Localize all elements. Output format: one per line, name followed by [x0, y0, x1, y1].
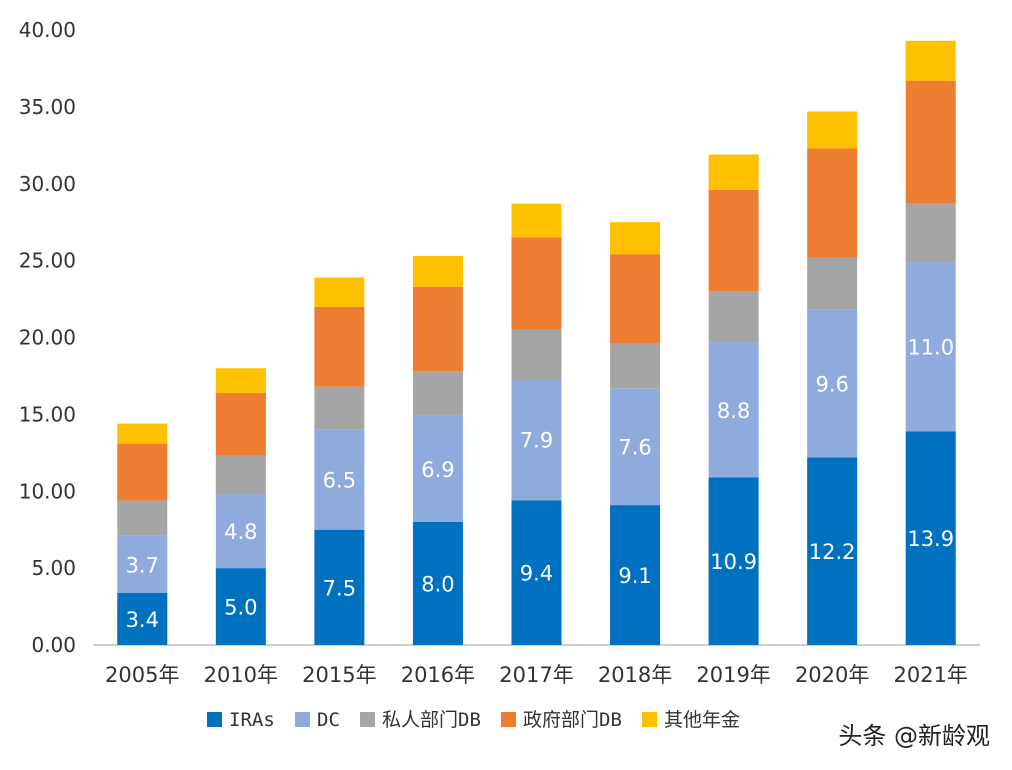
- bar-segment: [610, 505, 661, 645]
- data-label: 3.7: [126, 553, 159, 577]
- bar-segment: [708, 477, 759, 645]
- bar-segment: [412, 256, 463, 287]
- data-label: 8.0: [421, 573, 454, 597]
- bar-segment: [610, 388, 661, 506]
- data-label: 11.0: [907, 336, 954, 360]
- bar-segment: [412, 415, 463, 522]
- data-label: 9.4: [520, 562, 553, 586]
- legend-label: 其他年金: [664, 709, 740, 731]
- x-axis: 2005年 2010年 2015年 2016年 2017年 2018年 2019年 2020年…: [93, 644, 980, 687]
- bar-segment: [215, 392, 266, 456]
- data-label: 3.4: [126, 608, 159, 632]
- watermark: 头条 @新龄观: [838, 722, 990, 750]
- data-label: 9.6: [815, 373, 848, 397]
- legend-label: DC: [317, 709, 340, 731]
- bar-segment: [905, 40, 956, 81]
- bar-segment: [511, 500, 562, 645]
- bar-segment: [807, 148, 858, 258]
- bar-segment: [117, 592, 168, 645]
- bar-segment: [807, 457, 858, 645]
- bar-segment: [708, 291, 759, 343]
- data-label: 9.1: [618, 564, 651, 588]
- y-tick-label: 0.00: [31, 633, 76, 657]
- legend-swatch: [295, 712, 310, 727]
- bar-segment: [807, 257, 858, 310]
- y-tick-label: 10.00: [19, 479, 76, 503]
- x-tick-label: 2021年: [893, 663, 967, 687]
- bar-segment: [314, 306, 365, 387]
- bars: [117, 40, 956, 645]
- bar-segment: [314, 429, 365, 530]
- bar-segment: [807, 111, 858, 149]
- bar-segment: [314, 529, 365, 645]
- x-tick-label: 2019年: [696, 663, 770, 687]
- data-label: 6.5: [323, 469, 356, 493]
- bar-segment: [412, 522, 463, 645]
- y-tick-label: 25.00: [19, 249, 76, 273]
- bar-segment: [215, 368, 266, 393]
- bar-segment: [708, 189, 759, 292]
- y-tick-label: 35.00: [19, 95, 76, 119]
- y-tick-label: 30.00: [19, 172, 76, 196]
- bar-segment: [215, 568, 266, 645]
- bar-segment: [314, 386, 365, 430]
- data-label: 8.8: [717, 399, 750, 423]
- bar-segment: [412, 371, 463, 416]
- y-tick-label: 20.00: [19, 326, 76, 350]
- bar-segment: [314, 277, 365, 307]
- bar-segment: [511, 203, 562, 238]
- x-tick-label: 2016年: [401, 663, 475, 687]
- bar-segment: [117, 500, 168, 536]
- x-tick-label: 2018年: [598, 663, 672, 687]
- data-label: 5.0: [224, 596, 257, 620]
- y-tick-label: 40.00: [19, 18, 76, 42]
- bar-segment: [511, 329, 562, 380]
- bar-segment: [412, 286, 463, 372]
- x-tick-label: 2015年: [302, 663, 376, 687]
- x-tick-label: 2005年: [105, 663, 179, 687]
- x-tick-label: 2010年: [204, 663, 278, 687]
- bar-segment: [117, 535, 168, 593]
- y-tick-label: 5.00: [31, 556, 76, 580]
- bar-segment: [215, 494, 266, 569]
- bar-segment: [905, 431, 956, 645]
- data-labels: 3.4 3.7 5.0 4.8 7.5 6.5 8.0 6.9 9.4 7.9 9.1 7.6 10.9…: [126, 336, 955, 632]
- data-label: 7.9: [520, 429, 553, 453]
- legend-swatch: [207, 712, 222, 727]
- bar-segment: [215, 455, 266, 495]
- bar-segment: [511, 379, 562, 501]
- data-label: 4.8: [224, 520, 257, 544]
- legend-swatch: [501, 712, 516, 727]
- bar-segment: [708, 342, 759, 478]
- bar-segment: [807, 309, 858, 458]
- bar-segment: [610, 343, 661, 389]
- y-tick-label: 15.00: [19, 402, 76, 426]
- data-label: 13.9: [907, 527, 954, 551]
- legend: IRAs DC 私人部门DB 政府部门DB 其他年金: [207, 709, 740, 731]
- data-label: 7.5: [323, 576, 356, 600]
- bar-segment: [905, 80, 956, 204]
- legend-swatch: [642, 712, 657, 727]
- legend-label: IRAs: [229, 709, 275, 731]
- bar-segment: [905, 203, 956, 263]
- legend-label: 政府部门DB: [523, 709, 622, 731]
- x-tick-label: 2017年: [499, 663, 573, 687]
- bar-segment: [610, 222, 661, 255]
- legend-swatch: [360, 712, 375, 727]
- bar-segment: [708, 154, 759, 190]
- data-label: 12.2: [809, 540, 856, 564]
- bar-segment: [117, 423, 168, 444]
- bar-segment: [610, 254, 661, 344]
- y-axis: 0.00 5.00 10.00 15.00 20.00 25.00 30.00 35.00 40…: [19, 18, 76, 657]
- bar-segment: [117, 443, 168, 501]
- bar-segment: [511, 237, 562, 330]
- data-label: 6.9: [421, 458, 454, 482]
- bar-segment: [905, 262, 956, 432]
- data-label: 7.6: [618, 436, 651, 460]
- data-label: 10.9: [710, 550, 757, 574]
- x-tick-label: 2020年: [795, 663, 869, 687]
- legend-label: 私人部门DB: [382, 709, 481, 731]
